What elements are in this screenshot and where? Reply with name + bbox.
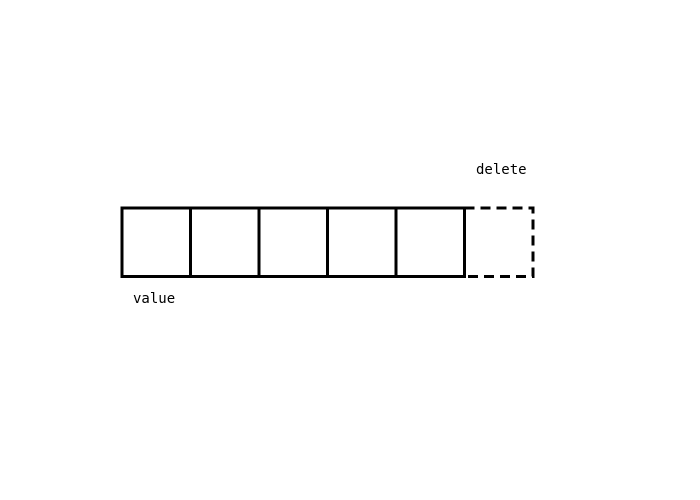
value-label: value [133, 291, 175, 307]
deleted-array-cell [463, 206, 535, 278]
array-cells [120, 206, 535, 278]
array-cell [326, 206, 398, 278]
array-cell [394, 206, 466, 278]
delete-label: delete [476, 162, 527, 178]
array-cell [120, 206, 192, 278]
array-cell [257, 206, 329, 278]
array-cell [189, 206, 261, 278]
